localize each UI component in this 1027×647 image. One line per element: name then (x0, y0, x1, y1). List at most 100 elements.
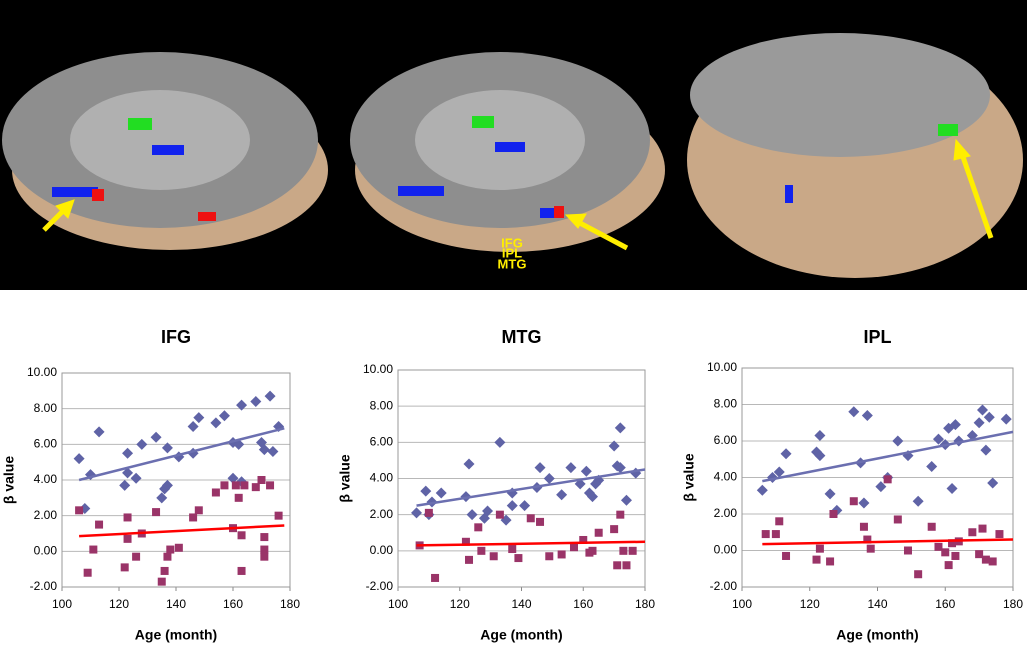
point (234, 493, 243, 502)
x-tick-label: 120 (800, 597, 820, 611)
point (610, 525, 619, 534)
trend-line (416, 468, 646, 507)
activation (128, 118, 152, 130)
point (761, 530, 770, 539)
point (506, 500, 518, 512)
y-tick-label: 2.00 (370, 507, 394, 521)
point (260, 552, 269, 561)
trend-line (79, 524, 285, 538)
point (461, 537, 470, 546)
y-tick-label: 10.00 (707, 360, 737, 374)
point (95, 520, 104, 529)
x-tick-label: 100 (388, 597, 408, 611)
point (948, 539, 957, 548)
point (519, 500, 531, 512)
point (569, 543, 578, 552)
y-tick-label: 6.00 (34, 437, 58, 451)
point (812, 555, 821, 564)
point (614, 422, 626, 434)
y-tick-label: 8.00 (34, 401, 58, 415)
point (981, 555, 990, 564)
point (482, 505, 494, 517)
point (237, 531, 246, 540)
point (266, 481, 275, 490)
point (474, 523, 483, 532)
point (756, 484, 768, 496)
point (119, 479, 131, 491)
point (580, 465, 592, 477)
point (220, 481, 229, 490)
point (73, 453, 85, 465)
arrow (576, 219, 629, 251)
point (557, 550, 566, 559)
point (250, 396, 262, 408)
point (829, 510, 838, 518)
point (237, 566, 246, 575)
y-tick-label: -2.00 (366, 579, 394, 593)
point (161, 442, 173, 454)
point (814, 450, 826, 462)
arrow (959, 153, 994, 239)
point (231, 481, 240, 490)
x-tick-label: 120 (109, 597, 129, 611)
y-tick-label: 8.00 (370, 398, 394, 412)
point (949, 419, 961, 431)
x-tick-label: 160 (573, 597, 593, 611)
point (123, 513, 132, 522)
point (465, 555, 474, 564)
point (824, 488, 836, 500)
region-label: MTG (498, 256, 527, 271)
point (435, 487, 447, 499)
y-tick-label: 6.00 (714, 433, 738, 447)
y-tick-label: 0.00 (714, 543, 738, 557)
point (260, 545, 269, 554)
point (194, 506, 203, 515)
activation (495, 142, 525, 152)
y-tick-label: 6.00 (370, 435, 394, 449)
y-tick-label: 10.00 (27, 365, 57, 379)
x-tick-label: 100 (732, 597, 752, 611)
point (236, 399, 248, 411)
point (274, 511, 283, 520)
x-tick-label: 180 (635, 597, 655, 611)
point (903, 546, 912, 555)
point (978, 524, 987, 533)
point (826, 557, 835, 566)
activation (198, 212, 216, 221)
point (587, 491, 599, 503)
point (941, 548, 950, 557)
point (494, 436, 506, 448)
point (814, 430, 826, 442)
point (193, 412, 205, 424)
y-tick-label: 10.00 (363, 362, 393, 376)
x-tick-label: 180 (280, 597, 300, 611)
point (556, 489, 568, 501)
y-tick-label: 2.00 (34, 508, 58, 522)
x-axis-label: Age (month) (836, 627, 918, 643)
point (152, 508, 161, 517)
point (565, 462, 577, 474)
point (160, 566, 169, 575)
point (463, 458, 475, 470)
plot-frame (61, 372, 291, 588)
white-matter (70, 90, 250, 190)
region-label: IFG (501, 235, 523, 250)
point (975, 550, 984, 559)
point (420, 485, 432, 497)
point (431, 573, 440, 582)
point (927, 522, 936, 531)
point (951, 551, 960, 560)
point (861, 409, 873, 421)
point (130, 472, 142, 484)
point (257, 476, 266, 484)
point (775, 517, 784, 526)
activation (398, 186, 444, 196)
point (514, 554, 523, 563)
x-tick-label: 180 (1003, 597, 1023, 611)
point (848, 406, 860, 418)
trend-line (416, 540, 646, 547)
point (136, 438, 148, 450)
arrows (42, 138, 994, 251)
activation (472, 116, 494, 128)
plot-frame (397, 369, 646, 588)
